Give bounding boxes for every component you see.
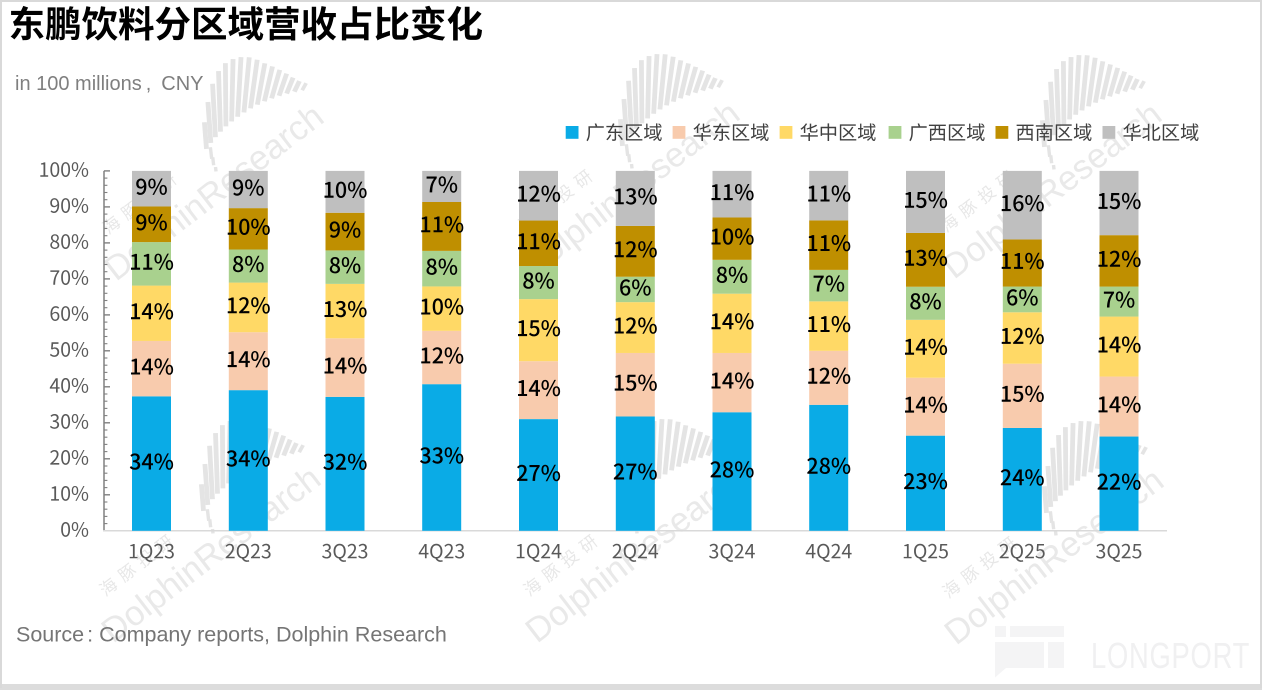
svg-text:Source:Company reports, Dolphi: Source: Company reports, Dolphin Research — [16, 623, 447, 647]
svg-text:LONGPORT: LONGPORT — [1091, 635, 1250, 676]
svg-text:in 100 millions,CNY: in 100 millions, CNY — [15, 73, 204, 95]
